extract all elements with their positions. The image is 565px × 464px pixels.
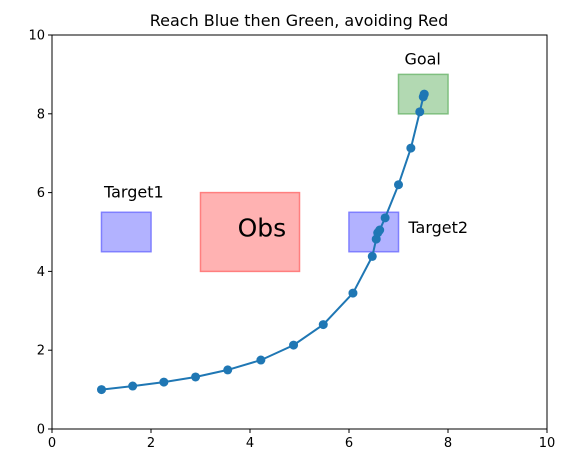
trajectory-point xyxy=(375,225,385,235)
trajectory-point xyxy=(97,385,106,395)
y-tick-label: 2 xyxy=(37,344,45,359)
trajectory-point xyxy=(380,213,390,223)
y-tick-label: 4 xyxy=(37,265,45,280)
region-label-obs: Obs xyxy=(238,214,287,243)
y-tick-label: 8 xyxy=(37,107,45,122)
x-tick-label: 4 xyxy=(246,436,254,451)
trajectory-point xyxy=(406,143,416,153)
trajectory-point xyxy=(415,107,425,117)
trajectory-layer xyxy=(97,89,429,395)
trajectory-point xyxy=(159,377,169,387)
region-obs xyxy=(199,191,301,273)
x-tick-label: 8 xyxy=(444,436,452,451)
trajectory-point xyxy=(394,180,403,190)
y-tick-label: 6 xyxy=(37,186,45,201)
x-tick-label: 0 xyxy=(48,436,56,451)
chart-title: Reach Blue then Green, avoiding Red xyxy=(150,11,449,30)
trajectory-point xyxy=(256,355,266,365)
region-target1 xyxy=(100,211,152,253)
trajectory-point xyxy=(289,340,299,350)
trajectory-point xyxy=(191,372,201,382)
trajectory-point xyxy=(367,251,377,261)
x-tick-label: 10 xyxy=(539,436,556,451)
y-tick-label: 0 xyxy=(37,423,45,438)
trajectory-point xyxy=(318,320,328,330)
trajectory-point xyxy=(128,381,138,391)
region-label-goal: Goal xyxy=(404,50,440,69)
x-axis: 0 2 4 6 8 10 xyxy=(48,429,555,451)
plot-frame xyxy=(51,34,548,430)
trajectory-point xyxy=(419,89,429,99)
regions-layer: Target1 Obs Target2 Goal xyxy=(100,50,468,273)
x-tick-label: 2 xyxy=(147,436,155,451)
region-label-target2: Target2 xyxy=(407,218,468,237)
trajectory-point xyxy=(348,288,358,298)
y-tick-label: 10 xyxy=(28,29,45,44)
trajectory-point xyxy=(223,365,233,375)
region-label-target1: Target1 xyxy=(103,182,164,201)
y-axis: 0 2 4 6 8 10 xyxy=(28,29,52,438)
x-tick-label: 6 xyxy=(345,436,353,451)
